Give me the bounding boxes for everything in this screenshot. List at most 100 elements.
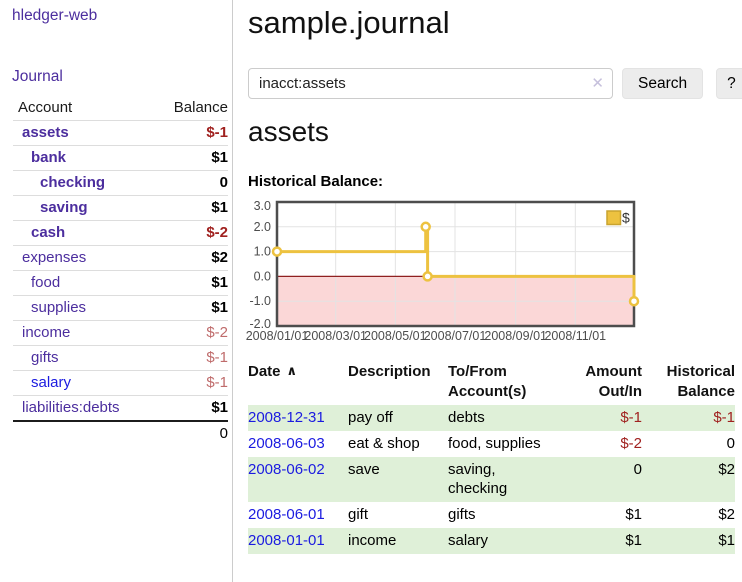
account-balance: $-1 xyxy=(155,370,228,396)
y-tick-label: 2.0 xyxy=(254,220,271,234)
account-balance: $-1 xyxy=(155,345,228,371)
legend-label: $ xyxy=(622,210,630,226)
y-tick-label: -1.0 xyxy=(249,294,271,308)
data-point xyxy=(271,246,283,257)
account-row: saving $1 xyxy=(13,195,228,221)
account-column-header: Account xyxy=(18,99,73,116)
account-balance: $1 xyxy=(155,145,228,171)
account-link[interactable]: food xyxy=(31,274,61,291)
main-content: sample.journal ✕ Search ? assets Histori… xyxy=(234,0,742,582)
account-link[interactable]: saving xyxy=(40,199,88,216)
data-point xyxy=(628,295,640,307)
description-cell: eat & shop xyxy=(348,435,420,452)
balance-cell: $2 xyxy=(718,506,735,523)
accounts-cell: salary xyxy=(448,532,489,549)
account-link[interactable]: assets xyxy=(22,124,69,141)
account-row: salary $-1 xyxy=(13,370,228,396)
date-cell: 2008-01-01 xyxy=(248,528,348,554)
description-cell: income xyxy=(348,532,397,549)
account-balance: $1 xyxy=(155,395,228,421)
description-cell: pay off xyxy=(348,409,393,426)
account-name-cell: gifts xyxy=(13,345,156,371)
account-balance: $1 xyxy=(155,195,228,221)
register-header-accounts: To/From Account(s) xyxy=(448,363,527,400)
search-input[interactable] xyxy=(248,68,613,99)
x-tick-label: 2008/09/01 xyxy=(484,329,547,343)
account-row: checking 0 xyxy=(13,170,228,196)
description-cell: save xyxy=(348,461,380,478)
account-balance-table: Account Balance assets $-1 bank $1 checking 0… xyxy=(13,96,228,446)
search-box: ✕ xyxy=(248,68,613,99)
date-cell: 2008-06-01 xyxy=(248,502,348,528)
date-link[interactable]: 2008-06-03 xyxy=(248,435,325,452)
y-tick-label: 0.0 xyxy=(254,269,271,283)
date-link[interactable]: 2008-01-01 xyxy=(248,532,325,549)
balance-column-header: Balance xyxy=(173,99,228,116)
y-tick-label: 1.0 xyxy=(254,245,271,259)
account-row: cash $-2 xyxy=(13,220,228,246)
account-rows: assets $-1 bank $1 checking 0 saving $1 cash $-2 e… xyxy=(13,120,228,446)
account-row: supplies $1 xyxy=(13,295,228,321)
date-cell: 2008-06-03 xyxy=(248,431,348,457)
description-cell: gift xyxy=(348,506,369,523)
search-button[interactable]: Search xyxy=(622,68,704,99)
account-name-cell: expenses xyxy=(13,245,156,271)
brand-link[interactable]: hledger-web xyxy=(12,7,98,24)
legend-swatch xyxy=(606,210,622,226)
account-link[interactable]: cash xyxy=(31,224,66,241)
accounts-cell: saving, checking xyxy=(448,461,508,497)
account-row: food $1 xyxy=(13,270,228,296)
register-row: 2008-12-31 pay off debts $-1 $-1 xyxy=(248,405,735,431)
account-link[interactable]: income xyxy=(22,324,71,341)
account-name-cell: saving xyxy=(13,195,156,221)
amount-cell: $1 xyxy=(625,506,642,523)
account-link[interactable]: supplies xyxy=(31,299,87,316)
balance-cell: $2 xyxy=(718,461,735,478)
account-name-cell: checking xyxy=(13,170,156,196)
date-link[interactable]: 2008-06-02 xyxy=(248,461,325,478)
y-tick-label: 3.0 xyxy=(254,199,271,213)
account-link[interactable]: gifts xyxy=(31,349,59,366)
total-row: 0 xyxy=(13,420,228,446)
account-balance: $2 xyxy=(155,245,228,271)
account-link[interactable]: liabilities:debts xyxy=(22,399,120,416)
account-name-cell: food xyxy=(13,270,156,296)
total-balance: 0 xyxy=(155,420,228,446)
register-header-date: Date ∧ xyxy=(248,363,298,380)
account-name-cell: supplies xyxy=(13,295,156,321)
balance-cell: 0 xyxy=(726,435,735,452)
account-heading: assets xyxy=(248,116,329,147)
help-button[interactable]: ? xyxy=(716,68,742,99)
account-name-cell: income xyxy=(13,320,156,346)
account-row: gifts $-1 xyxy=(13,345,228,371)
account-link[interactable]: salary xyxy=(31,374,72,391)
register-row: 2008-06-02 save saving, checking 0 $2 xyxy=(248,457,735,502)
date-link[interactable]: 2008-12-31 xyxy=(248,409,325,426)
chart-title: Historical Balance: xyxy=(248,173,384,190)
account-name-cell: liabilities:debts xyxy=(13,395,156,421)
account-balance: $-1 xyxy=(155,120,228,146)
journal-nav-link[interactable]: Journal xyxy=(12,68,63,85)
amount-cell: 0 xyxy=(633,461,642,478)
register-row: 2008-06-01 gift gifts $1 $2 xyxy=(248,502,735,528)
account-balance: $-2 xyxy=(155,220,228,246)
account-row: expenses $2 xyxy=(13,245,228,271)
account-link[interactable]: checking xyxy=(40,174,106,191)
register-header-row: Date ∧ Description To/From Account(s) Amo… xyxy=(248,358,735,405)
account-row: income $-2 xyxy=(13,320,228,346)
account-balance: 0 xyxy=(155,170,228,196)
amount-cell: $-1 xyxy=(620,409,642,426)
x-tick-label: 2008/03/01 xyxy=(304,329,367,343)
page-title: sample.journal xyxy=(248,5,450,40)
account-name-cell: salary xyxy=(13,370,156,396)
account-link[interactable]: bank xyxy=(31,149,67,166)
clear-search-icon[interactable]: ✕ xyxy=(591,74,604,92)
historical-balance-chart: 3.0 2.0 1.0 0.0 -1.0 -2.02008/01/012008/03/01… xyxy=(246,199,640,343)
total-spacer-cell xyxy=(13,420,156,446)
amount-cell: $-2 xyxy=(620,435,642,452)
register-header-description: Description xyxy=(348,363,431,380)
data-point xyxy=(420,221,431,233)
account-link[interactable]: expenses xyxy=(22,249,87,266)
account-balance: $-2 xyxy=(155,320,228,346)
date-link[interactable]: 2008-06-01 xyxy=(248,506,325,523)
